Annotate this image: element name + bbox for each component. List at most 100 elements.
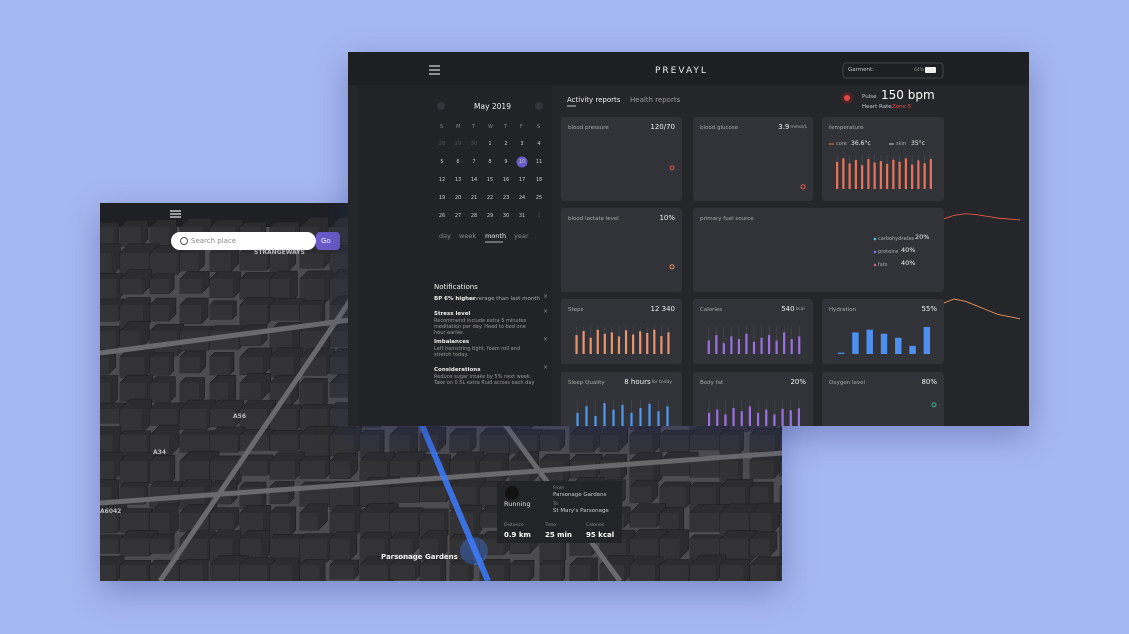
day[interactable]: 1	[537, 213, 541, 219]
card-title: Hydration	[829, 307, 857, 313]
day[interactable]: 16	[502, 177, 510, 183]
day[interactable]: 30	[502, 213, 510, 219]
day[interactable]: 20	[454, 195, 462, 201]
building-roof	[570, 565, 591, 581]
day[interactable]: 28	[470, 213, 478, 219]
bar	[585, 406, 588, 426]
brand: PREVAYL	[655, 66, 708, 76]
map-label: Parsonage Gardens	[381, 553, 458, 561]
day[interactable]: 13	[454, 177, 462, 183]
day[interactable]: 28	[438, 141, 446, 147]
building-roof	[270, 461, 295, 480]
building-roof	[750, 539, 770, 556]
notifications-title: Notifications	[434, 283, 478, 291]
day[interactable]: 27	[454, 213, 462, 219]
day[interactable]: 25	[535, 195, 543, 201]
building-roof	[300, 539, 327, 562]
card-title: Calories	[700, 307, 723, 313]
card	[693, 117, 813, 201]
day[interactable]: 2	[504, 141, 508, 147]
building-roof	[270, 435, 298, 451]
legend-value: 36.6°c	[851, 140, 871, 147]
bar	[660, 336, 663, 354]
go-button-label[interactable]: Go	[321, 237, 331, 245]
fuel-name: fats	[878, 262, 888, 268]
card	[561, 117, 682, 201]
tab[interactable]: Activity reports	[567, 96, 621, 104]
building-roof	[570, 539, 592, 556]
day[interactable]: 29	[454, 141, 462, 147]
day[interactable]: 8	[488, 159, 492, 165]
day[interactable]: 30	[470, 141, 478, 147]
day[interactable]: 11	[535, 159, 543, 165]
building-roof	[450, 565, 469, 581]
building-roof	[510, 565, 530, 581]
card-value: 12 340	[650, 305, 676, 313]
stat-value: 95 kcal	[586, 531, 615, 539]
day[interactable]: 19	[438, 195, 446, 201]
building-roof	[300, 305, 321, 324]
end-dot	[931, 402, 937, 408]
building-roof	[300, 461, 325, 479]
day[interactable]: 26	[438, 213, 446, 219]
day[interactable]: 31	[518, 213, 526, 219]
building-roof	[180, 409, 207, 430]
period-tab[interactable]: day	[439, 232, 451, 240]
building-roof	[120, 383, 146, 402]
building-roof	[330, 357, 354, 375]
end-dot	[669, 165, 675, 171]
period-tab[interactable]: month	[485, 232, 507, 240]
day[interactable]: 24	[518, 195, 526, 201]
day[interactable]: 10	[518, 159, 526, 165]
bar	[730, 336, 733, 354]
building-roof	[660, 487, 686, 508]
bar	[610, 332, 613, 354]
card-value: 20%	[790, 378, 806, 386]
day[interactable]: 5	[440, 159, 444, 165]
day[interactable]: 6	[456, 159, 460, 165]
building-roof	[780, 513, 782, 539]
bar	[861, 165, 864, 189]
tab[interactable]: Health reports	[630, 96, 681, 104]
bar	[909, 345, 916, 354]
card-value: 8 hours	[624, 378, 651, 386]
day[interactable]: 9	[504, 159, 508, 165]
day[interactable]: 29	[486, 213, 494, 219]
building-roof	[240, 279, 269, 300]
bar	[603, 403, 606, 426]
bar	[923, 163, 926, 189]
building-roof	[270, 513, 290, 537]
day[interactable]: 1	[488, 141, 492, 147]
day[interactable]: 3	[520, 141, 524, 147]
day[interactable]: 4	[537, 141, 541, 147]
legend-dot	[873, 250, 877, 254]
period-tab[interactable]: year	[514, 232, 529, 240]
building-roof	[630, 435, 653, 454]
bar	[589, 337, 592, 354]
fuel-share: 40%	[901, 259, 916, 267]
building-roof	[120, 539, 150, 556]
search-input[interactable]: Search place	[191, 237, 237, 245]
day[interactable]: 14	[470, 177, 478, 183]
day[interactable]: 12	[438, 177, 446, 183]
day[interactable]: 7	[472, 159, 476, 165]
building-roof	[100, 513, 117, 533]
day[interactable]: 17	[518, 177, 526, 183]
bar	[722, 343, 725, 354]
day[interactable]: 21	[470, 195, 478, 201]
period-tab[interactable]: week	[459, 232, 477, 240]
day[interactable]: 18	[535, 177, 543, 183]
bar	[879, 161, 882, 189]
bar	[852, 332, 859, 354]
card	[561, 208, 682, 292]
fuel-name: carbohydrates	[878, 236, 915, 242]
building-roof	[120, 461, 148, 485]
building-roof	[420, 487, 447, 502]
building-roof	[780, 461, 782, 477]
bar	[653, 329, 656, 354]
day[interactable]: 23	[502, 195, 510, 201]
day[interactable]: 15	[486, 177, 494, 183]
fuel-share: 20%	[915, 233, 930, 241]
day[interactable]: 22	[486, 195, 494, 201]
card-unit: kcal	[795, 307, 805, 312]
